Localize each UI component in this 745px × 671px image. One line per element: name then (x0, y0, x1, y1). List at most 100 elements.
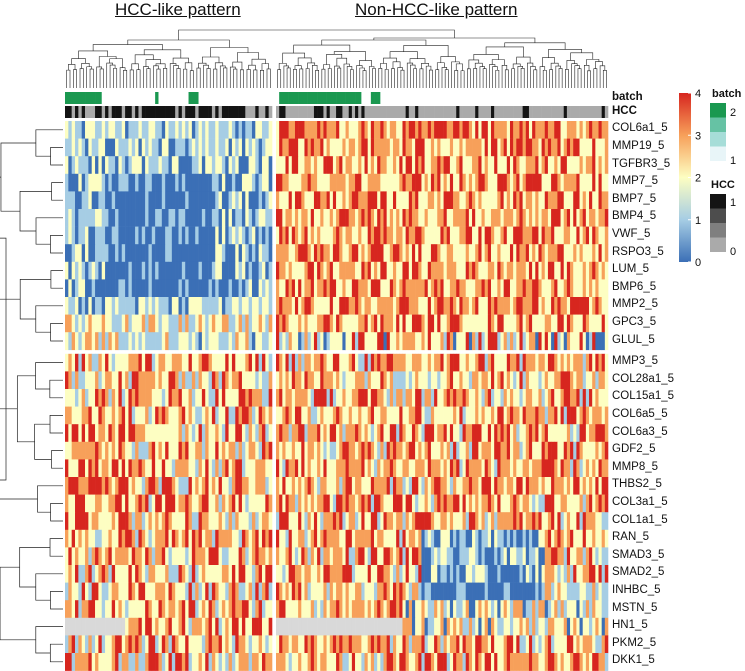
heatmap-cell (195, 279, 199, 298)
heatmap-cell (326, 156, 331, 175)
heatmap-cell (604, 389, 609, 407)
heatmap-cell (201, 156, 206, 175)
heatmap-cell (218, 547, 223, 566)
heatmap-cell (168, 565, 173, 583)
heatmap-cell (579, 209, 584, 227)
heatmap-cell (566, 191, 571, 210)
heatmap-cell (323, 459, 327, 478)
heatmap-cell (494, 191, 498, 210)
hcc-cell (525, 106, 530, 118)
heatmap-cell (78, 121, 82, 139)
heatmap-cell (541, 191, 546, 210)
heatmap-cell (255, 226, 259, 245)
heatmap-cell (364, 353, 368, 372)
heatmap-cell (178, 547, 183, 566)
heatmap-cell (111, 547, 116, 566)
heatmap-cell (557, 477, 561, 495)
col-dendrogram-branch (473, 54, 499, 60)
heatmap-cell (573, 138, 577, 157)
heatmap-cell (155, 459, 159, 478)
heatmap-cell (566, 314, 571, 333)
heatmap-cell (465, 406, 470, 425)
heatmap-cell (323, 226, 327, 245)
heatmap-cell (276, 226, 280, 245)
heatmap-cell (592, 297, 596, 315)
hcc-cell (313, 106, 318, 118)
heatmap-cell (462, 424, 467, 443)
heatmap-cell (437, 389, 441, 407)
heatmap-cell (494, 156, 498, 175)
heatmap-cell (88, 209, 93, 227)
heatmap-cell (491, 565, 495, 583)
heatmap-cell (121, 406, 126, 425)
heatmap-cell (563, 406, 568, 425)
heatmap-cell (506, 512, 511, 531)
col-dendrogram-branch (232, 61, 243, 70)
heatmap-cell (396, 371, 400, 390)
heatmap-cell (427, 121, 432, 139)
heatmap-cell (235, 494, 239, 513)
heatmap-cell (380, 406, 384, 425)
heatmap-cell (573, 191, 577, 210)
heatmap-cell (248, 244, 253, 263)
heatmap-cell (111, 173, 116, 192)
heatmap-cell (101, 261, 106, 280)
heatmap-cell (95, 332, 99, 351)
hcc-cell (225, 106, 229, 118)
heatmap-cell (440, 441, 444, 460)
heatmap-cell (389, 389, 394, 407)
heatmap-cell (462, 226, 467, 245)
heatmap-cell (430, 138, 435, 157)
heatmap-cell (65, 173, 69, 192)
heatmap-cell (336, 389, 340, 407)
heatmap-cell (158, 297, 163, 315)
heatmap-cell (519, 314, 523, 333)
heatmap-cell (478, 279, 482, 298)
heatmap-cell (595, 353, 599, 372)
heatmap-cell (145, 477, 149, 495)
heatmap-cell (579, 565, 584, 583)
heatmap-cell (125, 494, 129, 513)
heatmap-cell (589, 441, 593, 460)
heatmap-cell (138, 512, 143, 531)
heatmap-cell (573, 297, 577, 315)
heatmap-cell (71, 389, 76, 407)
heatmap-cell (81, 441, 86, 460)
heatmap-cell (276, 371, 280, 390)
heatmap-cell (188, 156, 193, 175)
heatmap-cell (383, 459, 387, 478)
col-dendrogram-branch (129, 69, 134, 88)
batch-cell (317, 92, 321, 104)
heatmap-cell (218, 279, 223, 298)
heatmap-cell (298, 389, 302, 407)
heatmap-cell (108, 494, 113, 513)
heatmap-cell (181, 389, 186, 407)
heatmap-cell (547, 565, 552, 583)
heatmap-cell (604, 138, 609, 157)
heatmap-cell (427, 529, 432, 548)
heatmap-cell (228, 353, 233, 372)
heatmap-cell (148, 332, 153, 351)
heatmap-cell (472, 244, 476, 263)
heatmap-cell (81, 582, 86, 601)
heatmap-cell (221, 477, 226, 495)
heatmap-cell (430, 279, 435, 298)
batch-cell (301, 92, 305, 104)
heatmap-cell (65, 261, 69, 280)
heatmap-cell (503, 297, 508, 315)
heatmap-cell (494, 353, 498, 372)
heatmap-cell (437, 244, 441, 263)
heatmap-cell (245, 173, 249, 192)
heatmap-cell (389, 209, 394, 227)
heatmap-cell (592, 424, 596, 443)
heatmap-cell (138, 121, 143, 139)
heatmap-cell (251, 121, 256, 139)
heatmap-cell (576, 547, 580, 566)
heatmap-cell (317, 406, 321, 425)
heatmap-cell (437, 424, 441, 443)
heatmap-cell (301, 565, 305, 583)
heatmap-cell (178, 156, 183, 175)
heatmap-cell (348, 529, 353, 548)
heatmap-cell (131, 424, 136, 443)
col-dendrogram-branch (383, 57, 397, 64)
